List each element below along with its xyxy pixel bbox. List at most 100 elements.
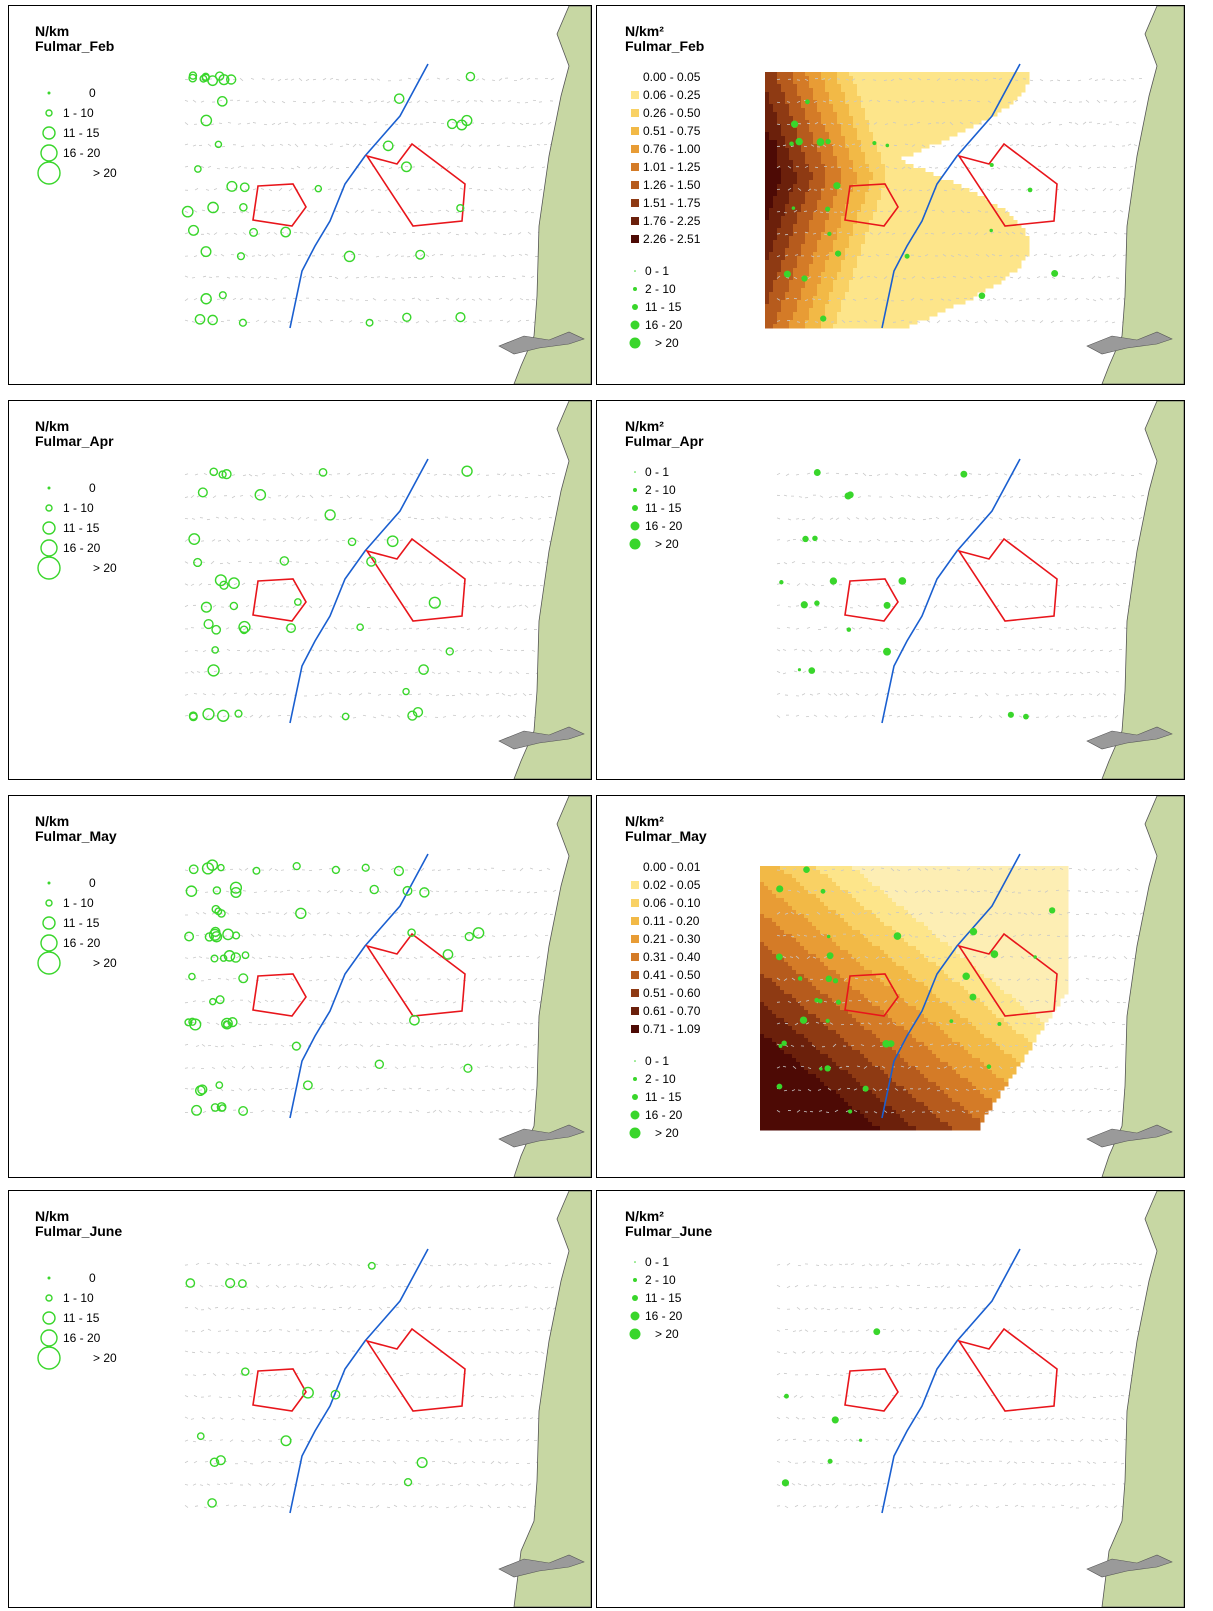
observation-point	[835, 999, 842, 1005]
square-swatch-icon	[631, 73, 639, 81]
points-legend-row: 1 - 10	[37, 104, 157, 122]
observation-point	[200, 246, 212, 258]
observation-point	[846, 627, 852, 632]
map-canvas	[760, 796, 1184, 1177]
map-title: N/km² Fulmar_Feb	[625, 24, 704, 54]
observation-point	[230, 952, 242, 963]
density-legend-label: 0.11 - 0.20	[643, 914, 700, 928]
observation-point	[209, 997, 217, 1006]
observation-point	[401, 161, 412, 173]
observation-points	[181, 71, 476, 327]
observation-point	[324, 509, 336, 521]
observation-point	[382, 140, 394, 152]
points-legend-row: 11 - 15	[37, 124, 157, 142]
observation-point	[1007, 711, 1014, 718]
observation-point	[997, 1021, 1002, 1026]
observation-point	[825, 206, 831, 212]
points-legend-row: 2 - 10	[625, 1070, 745, 1088]
circle-icon	[629, 538, 641, 550]
observation-point	[225, 74, 237, 85]
circle-icon	[633, 488, 637, 492]
points-legend-label: 11 - 15	[63, 126, 100, 140]
observation-points	[781, 1328, 881, 1487]
area-outline-west	[844, 973, 899, 1017]
square-swatch-icon	[631, 145, 639, 153]
points-legend-label: > 20	[655, 1327, 679, 1341]
square-swatch-icon	[631, 971, 639, 979]
observation-point	[409, 1014, 420, 1026]
points-legend-label: 16 - 20	[63, 146, 101, 160]
map-panel-may-nkm: N/km Fulmar_May 0 1 - 10 11 - 15 16 - 20 > 20	[8, 795, 592, 1178]
observation-point	[797, 668, 802, 672]
species-month-label: Fulmar_Feb	[35, 38, 115, 54]
points-legend-label: 0	[89, 86, 96, 100]
density-legend-row: 0.51 - 0.60	[625, 984, 745, 1002]
points-legend-label: 11 - 15	[645, 1291, 682, 1305]
circle-icon	[45, 109, 53, 117]
points-legend-row: 16 - 20	[625, 1307, 745, 1325]
points-legend-row: 16 - 20	[37, 934, 157, 952]
estuary-harbour	[1086, 726, 1173, 750]
density-legend-label: 0.06 - 0.10	[643, 896, 701, 910]
density-legend-label: 1.76 - 2.25	[643, 214, 701, 228]
square-swatch-icon	[631, 989, 639, 997]
unit-label: N/km	[35, 813, 70, 829]
points-legend-label: 16 - 20	[63, 541, 101, 555]
observation-point	[361, 863, 370, 872]
map-canvas	[181, 6, 591, 384]
observation-point	[238, 1106, 249, 1116]
observation-point	[824, 1065, 831, 1072]
observation-point	[187, 224, 200, 236]
observation-point	[989, 228, 993, 233]
map-panel-jun-nkm2: N/km² Fulmar_June 0 - 1 2 - 10 11 - 15 16 - 2…	[596, 1190, 1185, 1608]
points-legend-row: > 20	[625, 1124, 745, 1142]
density-legend-label: 1.51 - 1.75	[643, 196, 701, 210]
map-canvas	[776, 1191, 1184, 1607]
points-legend-label: 0 - 1	[645, 1255, 670, 1269]
observation-point	[341, 712, 350, 721]
observation-point	[217, 909, 226, 918]
observation-point	[969, 927, 978, 936]
density-legend-row: 0.61 - 0.70	[625, 1002, 745, 1020]
observation-point	[789, 141, 794, 147]
circle-icon	[37, 556, 61, 580]
observation-points	[779, 469, 1029, 720]
circle-icon	[630, 521, 640, 531]
points-legend-row: 11 - 15	[625, 298, 745, 316]
transect-lines	[776, 1262, 1145, 1509]
observation-point	[887, 1040, 895, 1048]
area-outline-west	[844, 578, 899, 622]
observation-point	[249, 227, 259, 237]
observation-points	[184, 859, 485, 1116]
observation-point	[403, 1477, 413, 1487]
observation-point	[200, 114, 213, 127]
observation-point	[227, 1017, 238, 1028]
points-legend-row: 0 - 1	[625, 463, 745, 481]
points-legend-label: 16 - 20	[63, 936, 101, 950]
map-legend: 0 - 1 2 - 10 11 - 15 16 - 20 > 20	[625, 463, 745, 763]
circle-icon	[632, 1295, 638, 1301]
points-legend-label: 11 - 15	[63, 1311, 100, 1325]
observation-point	[825, 975, 833, 983]
circle-icon	[632, 1094, 638, 1100]
observation-point	[781, 1040, 787, 1046]
observation-point	[221, 469, 232, 480]
density-legend-row: 0.02 - 0.05	[625, 876, 745, 894]
observation-point	[826, 952, 834, 960]
square-swatch-icon	[631, 881, 639, 889]
observation-point	[280, 1435, 292, 1447]
observation-point	[302, 1386, 314, 1399]
observation-point	[241, 951, 250, 960]
observation-point	[800, 601, 808, 609]
map-legend: 0 1 - 10 11 - 15 16 - 20 > 20	[37, 84, 157, 384]
observation-point	[960, 470, 968, 478]
density-legend-label: 1.01 - 1.25	[643, 160, 701, 174]
points-legend-row: 16 - 20	[625, 517, 745, 535]
points-legend-row: 0	[37, 874, 157, 892]
estuary-harbour	[498, 726, 585, 750]
observation-point	[455, 312, 466, 323]
observation-point	[801, 275, 808, 282]
observation-point	[783, 270, 791, 278]
observation-point	[221, 1017, 233, 1030]
observation-point	[419, 887, 430, 898]
